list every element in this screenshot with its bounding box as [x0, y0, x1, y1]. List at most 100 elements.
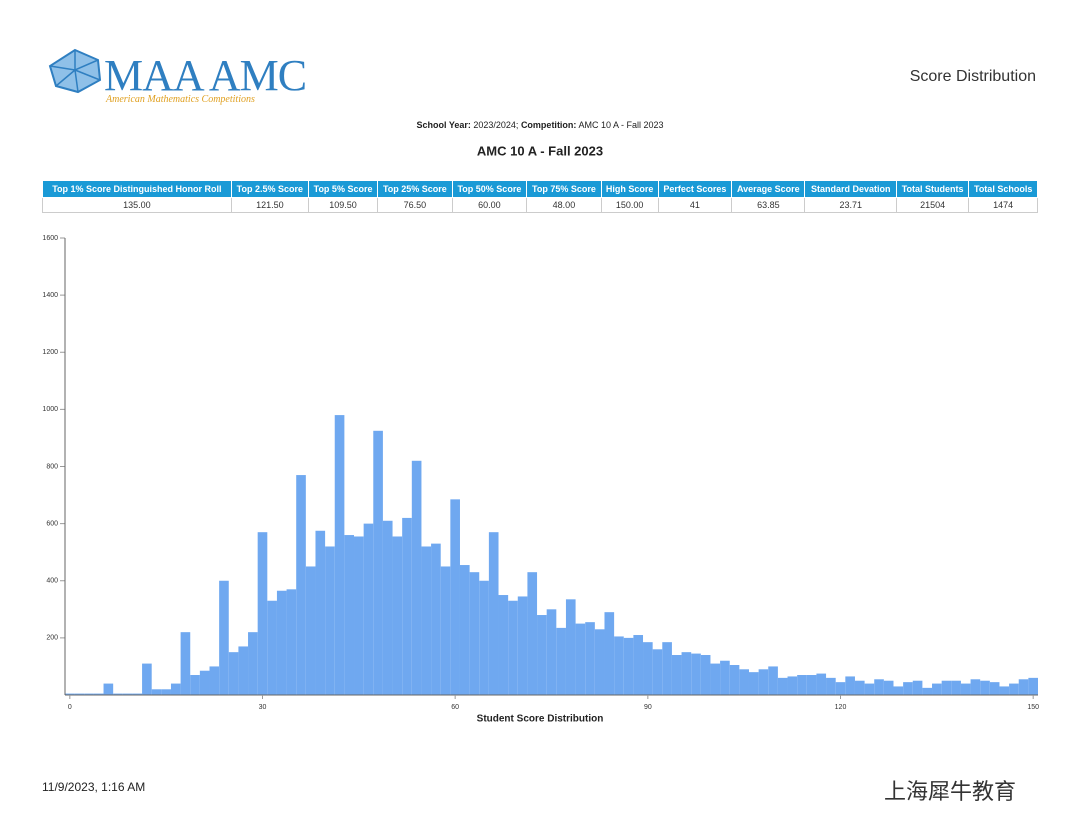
bar — [604, 612, 615, 695]
x-tick-label: 60 — [451, 704, 459, 711]
column-header: Standard Devation — [804, 180, 897, 198]
bar — [392, 536, 403, 695]
bar — [633, 635, 644, 695]
bar — [874, 679, 884, 695]
page-title: Score Distribution — [909, 68, 1036, 85]
bar — [980, 680, 990, 695]
table-cell: 121.50 — [230, 197, 309, 213]
column-header: Top 25% Score — [377, 180, 453, 198]
bar — [431, 543, 441, 695]
y-tick-label: 400 — [46, 578, 58, 585]
bar — [527, 572, 538, 695]
bar — [768, 666, 778, 695]
bar — [999, 686, 1010, 695]
bar — [132, 693, 143, 695]
bar — [797, 675, 807, 695]
bar — [700, 655, 711, 695]
bar — [903, 682, 913, 695]
logo-text: MAA AMC — [104, 51, 307, 100]
column-header: Top 50% Score — [451, 180, 528, 198]
bar — [498, 595, 509, 695]
column-header: Total Students — [895, 180, 970, 198]
bar — [421, 546, 432, 695]
bar — [951, 680, 961, 695]
bar — [248, 632, 258, 695]
bar — [440, 566, 451, 695]
bar — [517, 596, 528, 695]
bar — [103, 683, 114, 695]
bar — [276, 590, 287, 695]
bar — [209, 666, 220, 695]
bar — [382, 520, 393, 695]
x-tick-label: 120 — [835, 704, 847, 711]
bar — [671, 655, 682, 695]
bar — [354, 536, 364, 695]
bar — [257, 532, 268, 695]
y-tick-label: 1000 — [42, 406, 58, 413]
bar — [643, 642, 653, 695]
column-header: Top 5% Score — [307, 180, 379, 198]
summary-table: Top 1% Score Distinguished Honor Roll Top… — [42, 180, 1038, 213]
bar — [363, 523, 374, 695]
bar — [65, 693, 75, 695]
value: 2023/2024; — [473, 120, 519, 130]
chart: AMC 10 A - Fall 2023 Student Score Distr… — [42, 143, 1039, 724]
y-tick-label: 800 — [46, 463, 58, 470]
column-header: Top 1% Score Distinguished Honor Roll — [42, 180, 232, 198]
logo-subtitle: American Mathematics Competitions — [106, 94, 255, 105]
x-tick-label: 90 — [644, 704, 652, 711]
y-tick-label: 1400 — [42, 292, 58, 299]
column-header: High Score — [600, 180, 659, 198]
bar — [411, 460, 422, 695]
y-tick-label: 1200 — [42, 349, 58, 356]
bar — [893, 686, 904, 695]
value: AMC 10 A - Fall 2023 — [578, 120, 664, 130]
bar — [1028, 677, 1038, 695]
y-tick-label: 200 — [46, 635, 58, 642]
bar — [537, 615, 547, 695]
x-tick-label: 150 — [1027, 704, 1039, 711]
bar — [787, 676, 798, 695]
bar — [594, 629, 605, 695]
table-cell: 23.71 — [804, 197, 897, 213]
bar — [970, 679, 981, 695]
bar — [681, 652, 692, 695]
x-tick-label: 30 — [259, 704, 267, 711]
bar — [325, 546, 335, 695]
table-cell: 76.50 — [377, 197, 453, 213]
bar — [710, 663, 721, 695]
bar — [199, 670, 210, 695]
column-header: Top 2.5% Score — [230, 180, 309, 198]
table-cell: 109.50 — [307, 197, 379, 213]
bar — [344, 535, 355, 695]
bar — [864, 683, 875, 695]
bar — [662, 642, 672, 695]
bar — [74, 693, 85, 695]
bar — [142, 663, 152, 695]
bar — [122, 693, 133, 695]
bar — [508, 600, 518, 695]
bar — [459, 565, 470, 695]
bar — [691, 653, 701, 695]
bar — [932, 683, 942, 695]
bar — [614, 636, 624, 695]
bar — [402, 517, 412, 695]
table-body: 135.00 121.50 109.50 76.50 60.00 48.00 150.00 4… — [42, 197, 1038, 213]
bar — [845, 676, 855, 695]
bar — [315, 530, 326, 695]
bar — [835, 682, 846, 695]
bar — [190, 675, 200, 695]
chart-title: AMC 10 A - Fall 2023 — [477, 143, 603, 158]
logo-icon — [48, 48, 102, 94]
table-row: 135.00 121.50 109.50 76.50 60.00 48.00 150.00 4… — [42, 197, 1038, 213]
watermark: 上海犀牛教育 — [884, 780, 1017, 805]
bar — [1009, 683, 1019, 695]
timestamp: 11/9/2023, 1:16 AM — [42, 780, 146, 794]
y-tick-label: 600 — [46, 520, 58, 527]
bar — [748, 672, 759, 695]
bar — [806, 675, 817, 695]
bar — [479, 580, 489, 695]
x-tick-label: 0 — [68, 704, 72, 711]
bar — [267, 600, 277, 695]
